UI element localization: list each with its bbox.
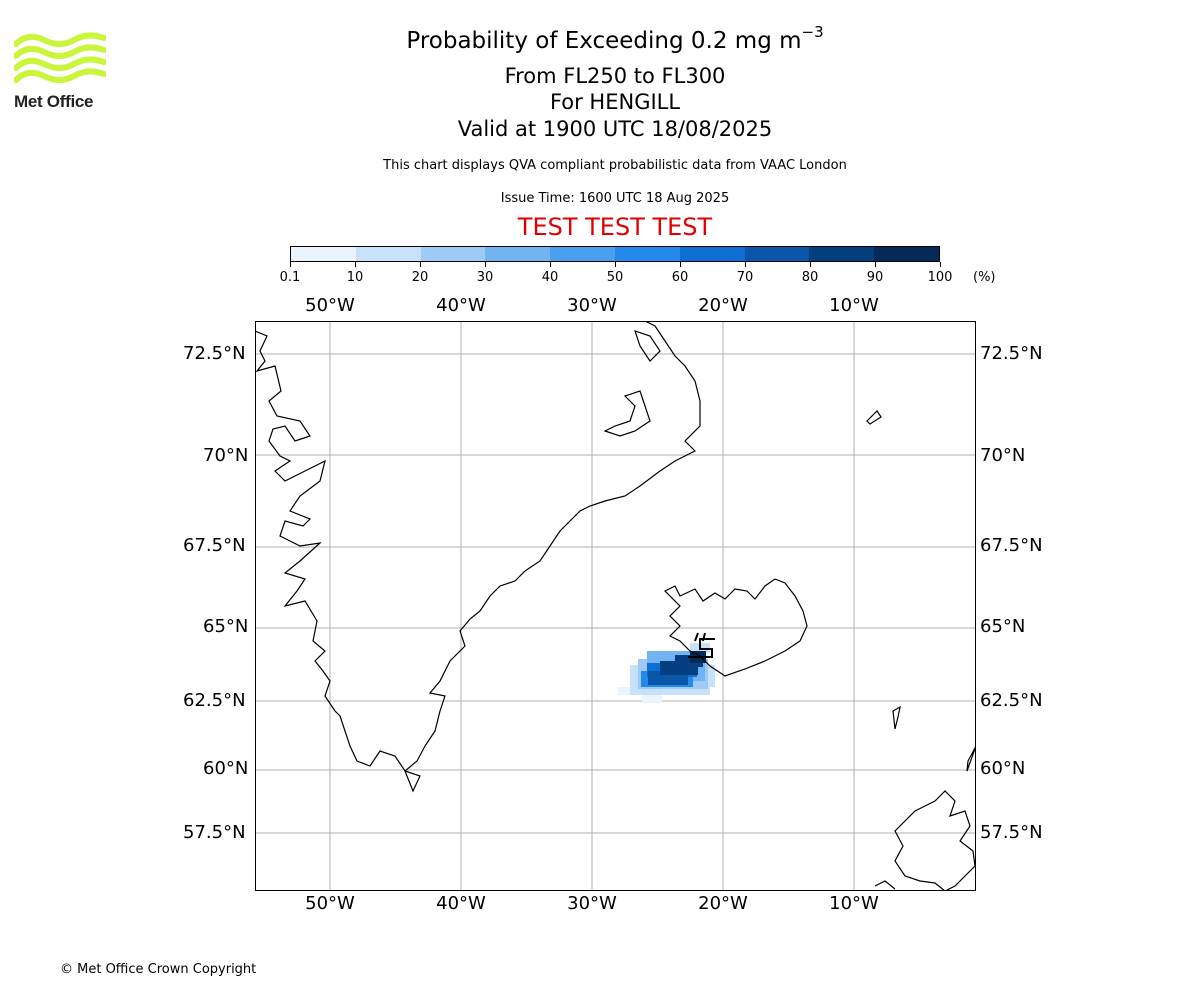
svalbard-fragment <box>866 410 882 425</box>
colorbar-segment <box>809 247 875 261</box>
issue-time: Issue Time: 1600 UTC 18 Aug 2025 <box>500 191 730 206</box>
colorbar-tick-label: 70 <box>736 270 754 285</box>
colorbar-tick-label: 80 <box>801 270 819 285</box>
colorbar-tick-label: 30 <box>476 270 494 285</box>
colorbar-ticks: 0.1 10 20 30 40 50 60 70 80 90 100 <box>280 262 1010 292</box>
lat-label-right: 57.5°N <box>980 822 1043 843</box>
lat-label-right: 72.5°N <box>980 343 1043 364</box>
lat-label-left: 65°N <box>203 616 249 637</box>
colorbar-tick <box>420 262 421 267</box>
chart-title: Probability of Exceeding 0.2 mg m−3 <box>406 23 824 54</box>
map-gridlines <box>255 321 976 891</box>
colorbar-tick-label: 0.1 <box>279 270 301 285</box>
greenland-inlet-2 <box>634 330 661 362</box>
colorbar-segment <box>679 247 745 261</box>
lat-label-left: 60°N <box>203 758 249 779</box>
lat-label-left: 72.5°N <box>183 343 246 364</box>
scotland-coast <box>894 790 976 891</box>
lat-label-right: 70°N <box>980 445 1026 466</box>
colorbar-segment <box>291 247 356 261</box>
volcano-name: For HENGILL <box>549 90 681 114</box>
colorbar-tick <box>680 262 681 267</box>
coastlines <box>255 321 976 891</box>
colorbar-tick-label: 100 <box>927 270 953 285</box>
lat-label-right: 67.5°N <box>980 535 1043 556</box>
colorbar-tick <box>875 262 876 267</box>
lat-label-left: 57.5°N <box>183 822 246 843</box>
lon-label-bottom: 50°W <box>305 893 355 914</box>
lon-label-top: 30°W <box>567 295 617 316</box>
colorbar-tick-label: 50 <box>606 270 624 285</box>
colorbar-segment <box>744 247 810 261</box>
flight-levels: From FL250 to FL300 <box>504 64 726 88</box>
valid-time: Valid at 1900 UTC 18/08/2025 <box>457 117 773 141</box>
colorbar-tick <box>810 262 811 267</box>
colorbar-tick <box>940 262 941 267</box>
copyright-notice: © Met Office Crown Copyright <box>60 962 257 977</box>
test-banner: TEST TEST TEST <box>517 213 713 241</box>
lat-label-left: 67.5°N <box>183 535 246 556</box>
lon-label-top: 10°W <box>829 295 879 316</box>
greenland-coast <box>255 321 701 793</box>
faroe-islands <box>892 705 901 730</box>
map-panel <box>255 321 976 891</box>
greenland-inlet <box>603 390 651 437</box>
iceland-coast <box>663 578 808 677</box>
colorbar-segment <box>550 247 615 261</box>
colorbar-unit: (%) <box>973 270 996 285</box>
colorbar-segment <box>355 247 421 261</box>
colorbar-tick-label: 20 <box>411 270 429 285</box>
colorbar-segment <box>420 247 486 261</box>
probability-colorbar <box>290 246 940 262</box>
ash-probability-plume <box>618 643 715 703</box>
colorbar-segment <box>614 247 680 261</box>
map-frame <box>255 321 976 891</box>
lon-label-bottom: 10°W <box>829 893 879 914</box>
colorbar-tick-label: 60 <box>671 270 689 285</box>
colorbar-segment <box>874 247 939 261</box>
lon-label-bottom: 40°W <box>436 893 486 914</box>
colorbar-tick <box>355 262 356 267</box>
met-office-logo-text: Met Office <box>14 92 94 111</box>
lat-label-right: 62.5°N <box>980 690 1043 711</box>
colorbar-tick <box>550 262 551 267</box>
lon-label-top: 40°W <box>436 295 486 316</box>
lat-label-right: 60°N <box>980 758 1026 779</box>
lon-label-bottom: 20°W <box>698 893 748 914</box>
lon-label-bottom: 30°W <box>567 893 617 914</box>
lon-label-top: 50°W <box>305 295 355 316</box>
lat-label-right: 65°N <box>980 616 1026 637</box>
lat-label-left: 62.5°N <box>183 690 246 711</box>
colorbar-tick-label: 90 <box>866 270 884 285</box>
met-office-waves-icon <box>13 32 107 83</box>
lon-label-top: 20°W <box>698 295 748 316</box>
norway-coast <box>966 745 976 772</box>
colorbar-tick-label: 10 <box>346 270 364 285</box>
colorbar-tick <box>485 262 486 267</box>
ireland-fragment <box>874 880 896 890</box>
colorbar-tick <box>290 262 291 267</box>
hengill-volcano-marker <box>688 632 715 658</box>
colorbar-tick <box>745 262 746 267</box>
met-office-logo: Met Office <box>13 30 114 114</box>
lat-label-left: 70°N <box>203 445 249 466</box>
colorbar-tick <box>615 262 616 267</box>
chart-description: This chart displays QVA compliant probab… <box>383 158 847 173</box>
colorbar-segment <box>485 247 551 261</box>
colorbar-tick-label: 40 <box>541 270 559 285</box>
